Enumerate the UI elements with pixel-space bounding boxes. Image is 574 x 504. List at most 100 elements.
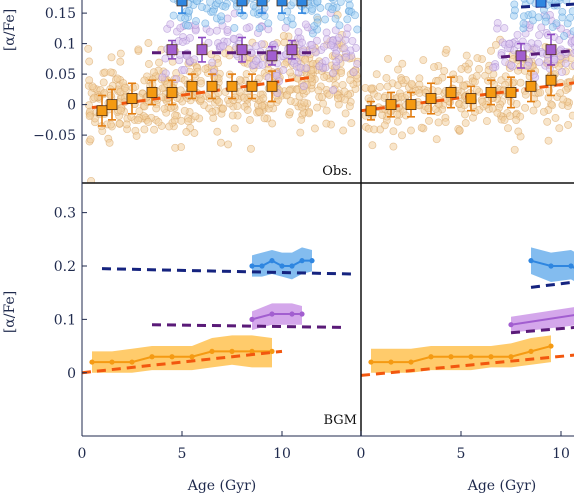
obs-star-point [190,55,199,64]
obs-star-point [257,40,266,49]
obs-star-point [201,19,210,28]
obs-star-point [516,78,525,87]
obs-star-point [296,128,305,137]
obs-star-point [171,143,180,152]
obs-star-point [316,4,325,12]
obs-star-point [301,55,310,64]
high-alpha-model-point [279,263,285,269]
obs-star-point [308,4,317,13]
obs-star-point [407,79,416,88]
thin-disc-median-marker [126,93,138,104]
obs-star-point [555,124,564,133]
obs-cloud-right [361,0,574,154]
thin-disc-median-marker [525,80,537,92]
obs-star-point [289,0,298,7]
obs-star-point [115,119,124,128]
thin-disc-fit [82,349,283,375]
obs-star-point [216,138,225,147]
obs-star-point [258,60,267,69]
obs-star-point [235,75,244,84]
obs-star-point [116,49,125,58]
obs-star-point [233,102,242,111]
high-alpha-median-marker [176,0,188,7]
obs-star-point [523,61,532,70]
high-alpha-model-line [530,259,574,269]
thin-disc-median-marker [206,80,218,92]
obs-star-point [539,107,548,116]
thin-disc-model-point [229,348,235,354]
obs-star-point [544,136,553,145]
thin-disc-median-marker [266,80,278,92]
obs-star-point [183,21,192,30]
obs-star-point [375,82,384,91]
obs-star-point [223,25,232,34]
obs-star-point [150,125,159,134]
obs-star-point [299,82,308,91]
obs-star-point [367,84,376,93]
obs-star-point [313,103,322,112]
obs-star-point [186,33,194,42]
thin-disc-median-marker [186,80,198,92]
obs-star-point [342,53,350,62]
obs-star-point [336,0,345,6]
obs-star-point [322,28,331,37]
obs-star-point [254,107,263,116]
obs-star-point [534,13,543,22]
obs-star-point [519,19,528,28]
obs-star-point [543,117,552,126]
obs-star-point [116,57,125,66]
thin-disc-model-point [109,359,115,365]
obs-star-point [368,141,377,150]
high-alpha-model-band [252,247,312,280]
thin-disc-model-point [528,348,534,354]
obs-star-point [343,24,352,33]
obs-star-point [321,63,330,72]
obs-star-point [510,6,519,15]
obs-star-point [478,97,487,106]
obs-star-point [321,15,330,24]
obs-star-point [318,92,327,101]
thin-disc-median-marker [425,93,437,104]
obs-star-point [279,66,288,74]
ytick-label: 0.05 [45,67,76,83]
obs-star-point [460,81,469,90]
obs-star-point [213,127,222,136]
obs-star-point [398,131,406,140]
obs-star-point [351,11,359,20]
obs-star-point [556,0,564,2]
obs-star-point [536,88,545,97]
high-alpha-model-point [259,263,265,269]
obs-star-point [321,57,330,65]
obs-star-point [548,23,557,32]
obs-star-point [341,109,350,118]
obs-star-point [461,119,470,128]
obs-star-point [521,103,530,112]
obs-star-point [166,20,175,29]
obs-star-point [566,13,574,22]
high-alpha-model-point [309,258,315,264]
obs-star-point [184,117,193,126]
obs-star-point [245,116,254,124]
obs-star-point [205,27,214,36]
high-alpha-median-marker [276,0,288,7]
obs-star-point [201,65,210,74]
high-alpha-model-point [299,258,305,264]
alpha-rich-median-marker [545,44,557,56]
high-alpha-median-marker [256,0,268,7]
obs-star-point [347,119,356,128]
obs-star-point [507,61,515,70]
obs-star-point [191,112,200,121]
obs-star-point [382,73,391,82]
obs-star-point [384,54,392,63]
obs-star-point [208,58,217,67]
thin-disc-model-point [428,354,434,360]
obs-star-point [230,124,239,133]
alpha-rich-model-point [299,311,305,317]
obs-star-point [172,74,181,83]
obs-star-point [568,111,574,120]
obs-star-point [99,78,108,87]
obs-star-point [529,106,538,115]
alpha-rich-median-marker [286,44,298,56]
obs-star-point [105,138,114,147]
